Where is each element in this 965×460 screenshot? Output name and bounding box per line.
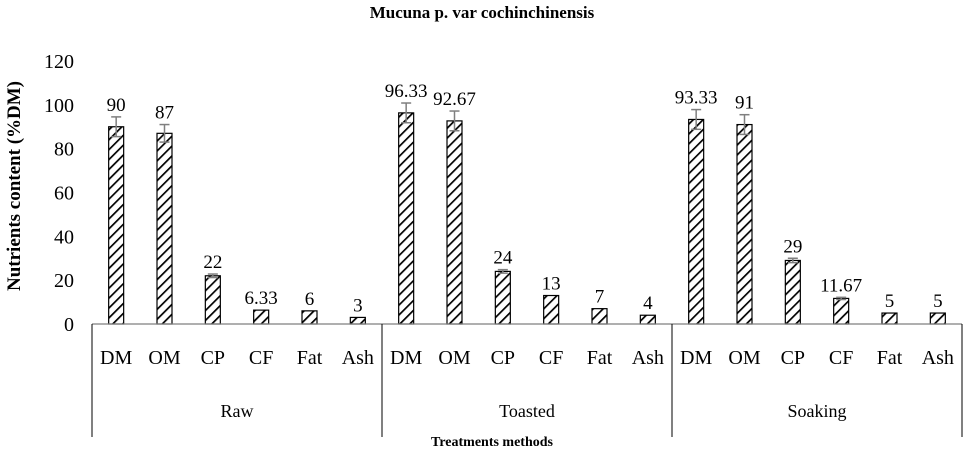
- bar: [591, 308, 608, 325]
- x-tick-label: CP: [201, 347, 225, 369]
- bar: [108, 126, 125, 325]
- bar: [639, 314, 656, 325]
- data-label: 5: [885, 291, 895, 312]
- y-tick-label: 60: [54, 183, 74, 205]
- data-label: 93.33: [675, 88, 718, 109]
- x-axis-label: Treatments methods: [431, 435, 554, 450]
- data-label: 92.67: [433, 89, 476, 110]
- x-tick-label: OM: [728, 347, 760, 369]
- bar: [349, 316, 366, 325]
- data-label: 7: [595, 287, 605, 308]
- data-label: 5: [933, 291, 943, 312]
- bar: [881, 312, 898, 325]
- group-label: Toasted: [499, 401, 555, 421]
- x-tick-label: CF: [249, 347, 273, 369]
- x-tick-label: Fat: [877, 347, 903, 369]
- bar: [543, 294, 560, 325]
- y-axis-label: Nutrients content (%DM): [4, 81, 25, 291]
- data-label: 24: [493, 248, 513, 269]
- y-tick-label: 20: [54, 270, 74, 292]
- x-tick-label: Ash: [342, 347, 374, 369]
- y-tick-label: 40: [54, 226, 74, 248]
- data-label: 4: [643, 293, 653, 314]
- x-tick-label: Fat: [297, 347, 323, 369]
- data-label: 22: [203, 252, 222, 273]
- bar: [253, 309, 270, 325]
- bar: [688, 118, 705, 325]
- data-label: 29: [783, 236, 802, 257]
- bar: [929, 312, 946, 325]
- data-label: 96.33: [385, 81, 428, 102]
- x-tick-label: CP: [491, 347, 515, 369]
- y-tick-label: 80: [54, 139, 74, 161]
- data-label: 6.33: [245, 288, 278, 309]
- x-tick-label: CF: [829, 347, 853, 369]
- data-label: 11.67: [820, 275, 862, 296]
- group-label: Soaking: [787, 401, 846, 421]
- data-label: 91: [735, 93, 754, 114]
- data-label: 6: [305, 289, 315, 310]
- bar: [156, 132, 173, 325]
- data-label: 13: [542, 274, 561, 295]
- bar: [204, 275, 221, 325]
- y-tick-label: 100: [44, 95, 74, 117]
- bar: [833, 297, 850, 325]
- data-label: 90: [107, 95, 126, 116]
- bar: [784, 259, 801, 325]
- x-tick-label: CF: [539, 347, 563, 369]
- y-tick-label: 0: [64, 314, 74, 336]
- bar: [301, 310, 318, 325]
- bar: [398, 112, 415, 325]
- y-tick-label: 120: [44, 51, 74, 73]
- x-tick-label: DM: [680, 347, 712, 369]
- x-tick-label: Ash: [632, 347, 664, 369]
- x-tick-label: CP: [781, 347, 805, 369]
- x-tick-label: DM: [390, 347, 422, 369]
- bar: [446, 120, 463, 325]
- x-tick-label: Fat: [587, 347, 613, 369]
- x-tick-label: DM: [100, 347, 132, 369]
- x-tick-label: OM: [438, 347, 470, 369]
- data-label: 3: [353, 295, 363, 316]
- x-tick-label: OM: [148, 347, 180, 369]
- data-label: 87: [155, 103, 174, 124]
- bar: [736, 123, 753, 325]
- group-label: Raw: [221, 401, 254, 421]
- x-tick-label: Ash: [922, 347, 954, 369]
- bar: [494, 270, 511, 325]
- chart-title: Mucuna p. var cochinchinensis: [370, 3, 595, 22]
